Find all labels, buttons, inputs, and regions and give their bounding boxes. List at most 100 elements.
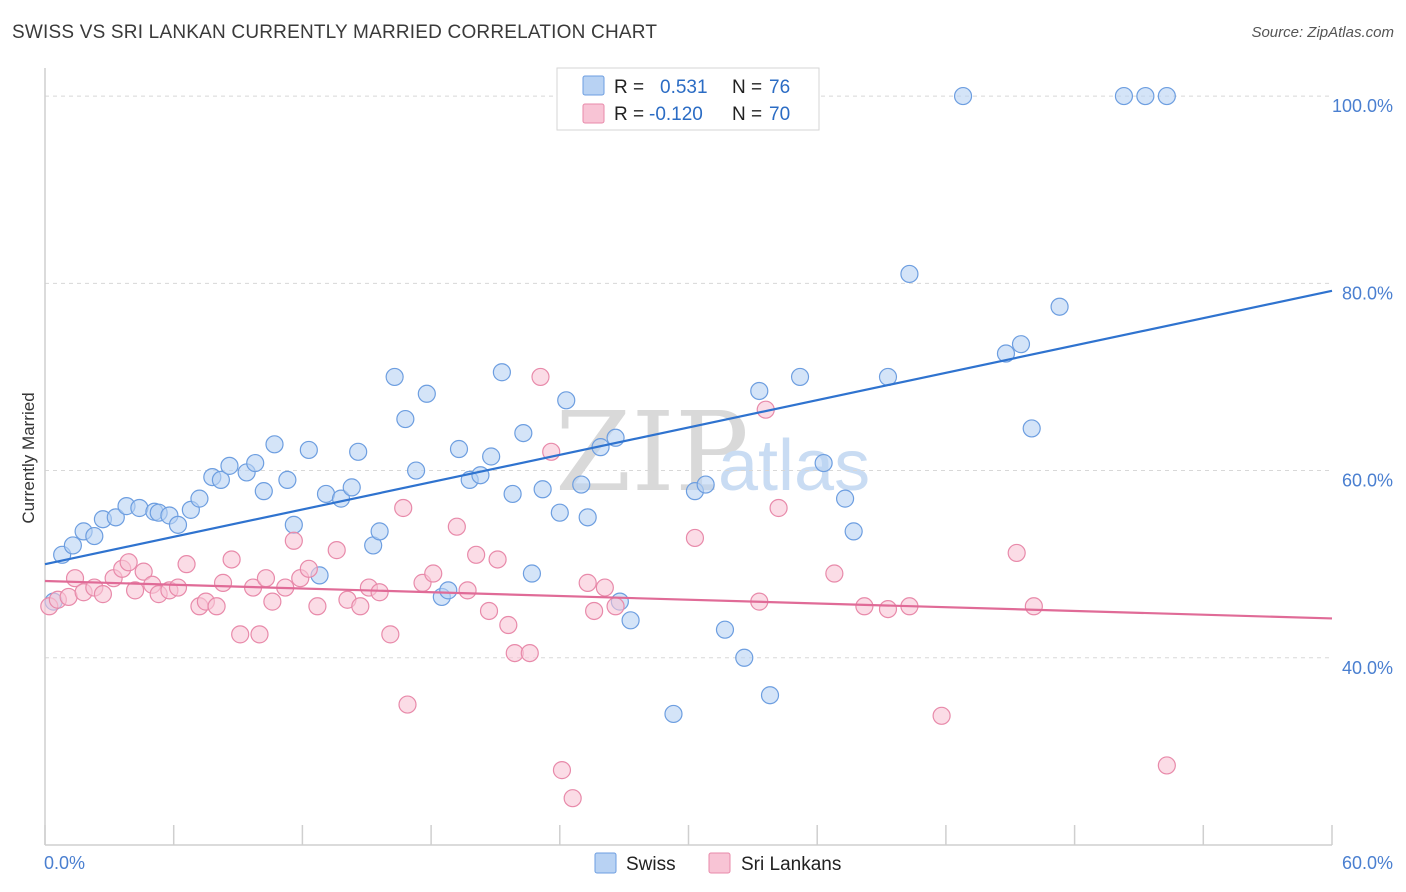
swiss-point [342,478,361,497]
y-tick-label-40: 40.0% [1342,658,1393,678]
swiss-point [1157,86,1176,106]
legend-swiss-n-label: N = [732,77,762,98]
sri-lankan-point [595,578,614,597]
sri-lankan-point [878,599,898,619]
swiss-point [254,482,273,501]
swiss-point [1022,419,1041,438]
sri-lankan-point [447,517,466,536]
swiss-point [696,475,715,494]
swiss-point [953,86,973,106]
sri-lankan-point [370,583,389,602]
sri-lankan-point [213,573,233,592]
sri-lankan-point [458,581,477,600]
swiss-point [370,522,389,541]
sri-lankan-point [1157,756,1176,775]
y-tick-label-100: 100.0% [1332,96,1393,116]
sri-lankan-point [1024,597,1043,616]
legend-sri-swatch [582,103,605,124]
swiss-point [492,363,511,382]
swiss-trend-line [44,289,1333,566]
x-tick-label-max: 60.0% [1342,853,1393,873]
swiss-point [522,564,542,583]
swiss-point [471,466,490,485]
legend-sri-n-label: N = [732,104,762,125]
sri-lankan-point [552,761,572,780]
swiss-point [385,367,404,387]
swiss-point [996,344,1016,363]
legend-swiss-r-value: 0.531 [660,77,708,98]
swiss-point [1114,86,1134,106]
trend-lines [44,289,1333,620]
sri-lankan-point [351,597,370,616]
legend-swiss-r-label: R = [614,77,644,98]
swiss-point [1136,86,1155,106]
swiss-point [760,686,780,705]
swiss-point [514,423,533,443]
swiss-point [572,475,591,494]
sri-lankan-point [479,601,499,621]
swiss-point [1011,335,1031,354]
sri-lankan-point [1007,543,1026,563]
sri-lankan-point [299,559,318,578]
swiss-point [790,367,810,387]
x-tick-label-min: 0.0% [44,853,85,873]
sri-lankan-point [531,367,550,387]
sri-lankan-point [394,498,413,518]
sri-lankan-point [520,643,539,663]
swiss-point [349,442,368,461]
sri-lankan-point [606,597,625,616]
sri-lankan-point [93,585,113,604]
sri-lankan-point [207,597,226,616]
swiss-point [664,704,683,724]
swiss-point [85,526,104,546]
swiss-point [557,391,576,410]
sri-lankan-point [59,587,78,607]
swiss-point [750,381,769,401]
source-label: Source: ZipAtlas.com [1251,24,1394,41]
swiss-point [130,498,149,518]
swiss-point [835,489,855,508]
sri-lankan-point [685,528,705,548]
sri-lankan-point [488,550,507,569]
sri-lankan-point [231,625,250,644]
sri-lankan-point [284,531,303,550]
correlation-legend: R = 0.531 N = 76 R = -0.120 N = 70 [556,67,820,131]
sri-lankan-point [578,573,597,592]
swiss-point [1050,297,1069,316]
swiss-point [220,456,239,475]
swiss-point [106,508,125,527]
swiss-point [406,461,426,480]
y-tick-labels: 40.0% 60.0% 80.0% 100.0% [1332,96,1393,678]
sri-lankan-point [855,597,874,616]
swiss-point [449,439,469,459]
legend-sri-r-value: -0.120 [649,104,703,125]
sri-lankan-point [308,597,327,616]
bottom-legend-sri-label: Sri Lankans [741,854,841,875]
bottom-legend-swiss-label: Swiss [626,854,676,875]
swiss-point [900,264,919,284]
swiss-point [168,515,188,534]
swiss-point [715,620,735,639]
swiss-point [550,503,569,522]
sri-lankan-point [222,550,241,569]
swiss-point [284,515,303,534]
swiss-point [439,581,458,600]
sri-lankan-point [119,553,138,572]
sri-lankan-point [250,625,269,644]
x-tick-marks [44,825,1333,845]
swiss-point [299,440,318,460]
legend-sri-r-label: R = [614,104,644,125]
sri-lankan-point [381,625,400,644]
sri-lankan-point [134,562,153,581]
swiss-point [278,470,297,490]
sri-lankan-point [263,592,282,611]
sri-lankan-point [327,541,346,560]
swiss-point [503,484,522,504]
legend-swiss-swatch [582,75,605,96]
bottom-legend-swiss-swatch [594,852,617,874]
chart-title: SWISS VS SRI LANKAN CURRENTLY MARRIED CO… [12,22,658,43]
sri-lankan-points [40,367,1176,808]
sri-lankan-point [125,581,145,600]
sri-lankan-trend-line [44,579,1333,620]
